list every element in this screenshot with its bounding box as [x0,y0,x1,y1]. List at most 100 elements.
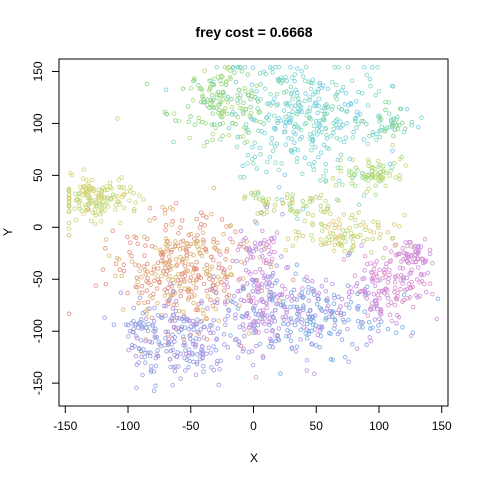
data-point [295,100,301,106]
data-point [194,267,199,272]
data-point [256,285,261,290]
data-point [113,261,119,267]
data-point [383,99,388,105]
data-point [248,254,254,260]
data-point [228,298,234,303]
data-point [252,303,257,309]
data-point [415,265,421,270]
data-point [119,273,124,279]
data-point [283,314,289,319]
data-point [272,307,278,313]
data-point [194,216,199,222]
data-point [188,232,194,237]
data-point [351,129,356,135]
data-point [66,233,72,238]
data-point [151,291,156,297]
data-point [283,119,289,125]
data-point [329,107,335,112]
data-point [321,142,327,148]
data-point [347,251,352,256]
data-point [88,218,94,224]
data-point [270,270,276,276]
data-point [136,360,141,365]
y-tick-label: 100 [31,113,45,133]
data-point [363,290,368,295]
data-point [93,204,99,209]
data-point [165,329,171,334]
data-point [394,330,399,335]
data-point [365,141,370,147]
data-point [237,134,243,140]
data-point [373,93,379,98]
data-point [260,199,265,204]
data-point [234,336,239,342]
data-point [343,239,348,244]
data-point [176,315,182,321]
data-point [274,141,280,146]
data-point [156,339,162,345]
data-point [210,111,216,116]
data-point [279,292,285,298]
data-point [373,137,379,142]
data-point [180,86,186,91]
data-point [222,267,227,272]
data-point [262,86,268,92]
data-point [119,185,124,191]
data-point [231,293,237,299]
data-point [257,145,262,150]
data-point [155,354,161,359]
data-point [147,339,153,344]
data-point [406,281,412,287]
data-point [336,178,342,184]
data-point [290,96,295,102]
data-point [329,237,335,242]
data-point [254,166,260,171]
data-point [430,260,435,266]
data-point [276,326,282,331]
data-point [168,292,174,298]
data-point [180,271,186,276]
data-point [167,265,172,270]
data-point [221,282,227,288]
data-point [115,199,120,204]
data-point [313,194,319,200]
data-point [173,257,179,262]
data-point [137,295,143,300]
data-point [198,319,204,324]
data-point [202,143,207,149]
data-point [379,124,385,130]
data-point [260,270,265,275]
data-point [118,290,124,295]
data-point [229,272,235,278]
data-point [125,334,131,339]
data-point [309,328,314,334]
data-point [380,255,386,261]
data-point [337,119,343,124]
data-point [332,323,337,328]
data-point [225,94,231,100]
data-point [324,298,329,303]
data-point [274,301,279,307]
data-point [316,296,322,302]
data-point [194,361,200,367]
data-point [254,246,259,252]
data-point [237,65,243,70]
data-point [162,293,167,298]
data-point [121,184,126,190]
data-point [284,294,290,300]
data-point [291,130,296,135]
data-point [190,270,196,275]
data-point [251,117,257,122]
data-point [386,111,392,116]
data-point [323,198,328,204]
data-point [286,136,291,141]
data-point [197,86,202,91]
data-point [306,331,311,337]
data-point [95,193,101,199]
data-point [410,304,416,310]
data-point [394,122,400,128]
data-point [191,78,196,84]
data-point [265,285,270,290]
data-point [269,256,275,262]
data-point [235,247,241,253]
